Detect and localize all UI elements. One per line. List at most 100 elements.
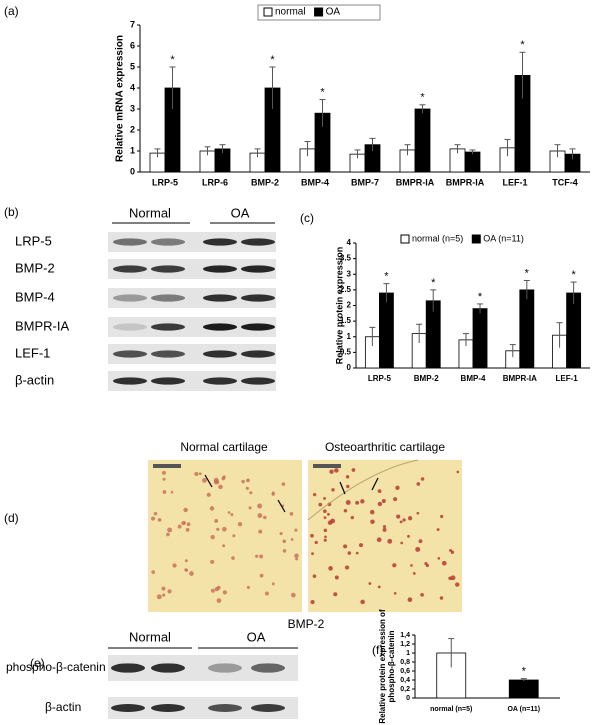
cell xyxy=(258,529,263,534)
y-tick-label: 6 xyxy=(130,40,135,50)
cell xyxy=(166,532,170,537)
blot-band xyxy=(151,294,185,302)
cell xyxy=(184,559,188,563)
cell xyxy=(213,477,219,483)
cell xyxy=(210,535,215,540)
cell xyxy=(455,582,460,587)
x-tick-label: BMP-2 xyxy=(251,177,279,187)
blot-band xyxy=(113,350,147,358)
cell xyxy=(183,521,186,524)
cell xyxy=(194,471,199,477)
y-tick-label: 0,6 xyxy=(400,668,410,675)
x-tick-label: LEF-1 xyxy=(555,374,578,383)
cell xyxy=(360,499,365,504)
y-axis-label: Relative protein expression xyxy=(334,247,344,365)
blot-band xyxy=(113,323,147,331)
cell xyxy=(334,575,339,580)
cell xyxy=(214,586,219,592)
image-title: Normal cartilage xyxy=(180,440,268,454)
cell xyxy=(311,552,314,556)
cell xyxy=(369,509,375,515)
y-tick-label: 5 xyxy=(130,61,135,71)
cell xyxy=(328,566,333,571)
arrow xyxy=(339,481,346,495)
cell xyxy=(310,533,314,538)
x-tick-label: BMP-7 xyxy=(351,177,379,187)
blot-band xyxy=(151,238,185,246)
legend-swatch xyxy=(314,7,324,17)
cell xyxy=(399,520,403,524)
cell xyxy=(416,511,420,515)
cell xyxy=(282,549,287,553)
cell xyxy=(263,515,267,520)
cell xyxy=(177,524,182,529)
cell xyxy=(420,592,424,597)
panel-label: (a) xyxy=(4,4,19,18)
cell xyxy=(323,528,328,533)
panel-label: (f) xyxy=(372,643,383,657)
cell xyxy=(167,527,173,533)
blot-band xyxy=(151,377,185,385)
blot-strip xyxy=(108,344,276,364)
cell xyxy=(327,512,330,516)
cell xyxy=(402,518,406,522)
blot-band xyxy=(113,238,147,246)
cell xyxy=(412,571,416,575)
blot-band xyxy=(203,294,237,302)
cell xyxy=(330,518,336,524)
cell xyxy=(415,546,421,552)
cell xyxy=(291,592,296,598)
arrow xyxy=(277,499,286,513)
y-tick-label: 0 xyxy=(130,166,135,176)
cell xyxy=(218,484,223,490)
y-tick-label: 3 xyxy=(347,269,352,278)
x-tick-label: LRP-5 xyxy=(152,177,178,187)
y-tick-label: 3 xyxy=(130,103,135,113)
cell xyxy=(310,600,315,605)
cell xyxy=(259,573,264,578)
cell xyxy=(230,513,234,517)
blot-band xyxy=(241,294,275,302)
cell xyxy=(282,539,287,544)
cell xyxy=(231,556,235,560)
cell xyxy=(151,570,156,574)
cell xyxy=(360,599,365,605)
group-label: Normal xyxy=(129,629,171,644)
blot-band xyxy=(241,350,275,358)
panel-label: (b) xyxy=(4,205,19,219)
blot-strip xyxy=(108,288,276,308)
cell xyxy=(186,522,191,527)
cell xyxy=(314,540,318,545)
cell xyxy=(382,527,387,532)
cell xyxy=(400,541,404,545)
significance-marker: * xyxy=(478,291,483,303)
x-tick-label: BMPR-IA xyxy=(446,177,485,187)
bar xyxy=(414,108,431,173)
x-tick-label: LEF-1 xyxy=(502,177,527,187)
cell xyxy=(295,557,299,561)
cell xyxy=(221,476,226,481)
cell xyxy=(370,519,375,525)
cell xyxy=(202,478,207,483)
cell xyxy=(206,492,211,497)
cell xyxy=(312,493,317,497)
cell xyxy=(318,502,323,507)
cell xyxy=(189,571,194,576)
cell xyxy=(393,592,397,595)
cell xyxy=(257,503,263,509)
cell xyxy=(416,482,421,486)
cell xyxy=(323,509,327,514)
significance-marker: * xyxy=(270,54,275,66)
cell xyxy=(170,490,174,494)
blot-band xyxy=(203,350,237,358)
cell xyxy=(294,553,299,559)
cell xyxy=(420,477,425,481)
y-tick-label: 2.5 xyxy=(340,285,352,294)
significance-marker: * xyxy=(384,271,389,283)
y-tick-label: 1,4 xyxy=(400,632,410,639)
cell xyxy=(249,491,253,495)
y-tick-label: 0,8 xyxy=(400,659,410,666)
cell xyxy=(259,554,264,559)
significance-marker: * xyxy=(420,92,425,104)
blot-band xyxy=(151,350,185,358)
